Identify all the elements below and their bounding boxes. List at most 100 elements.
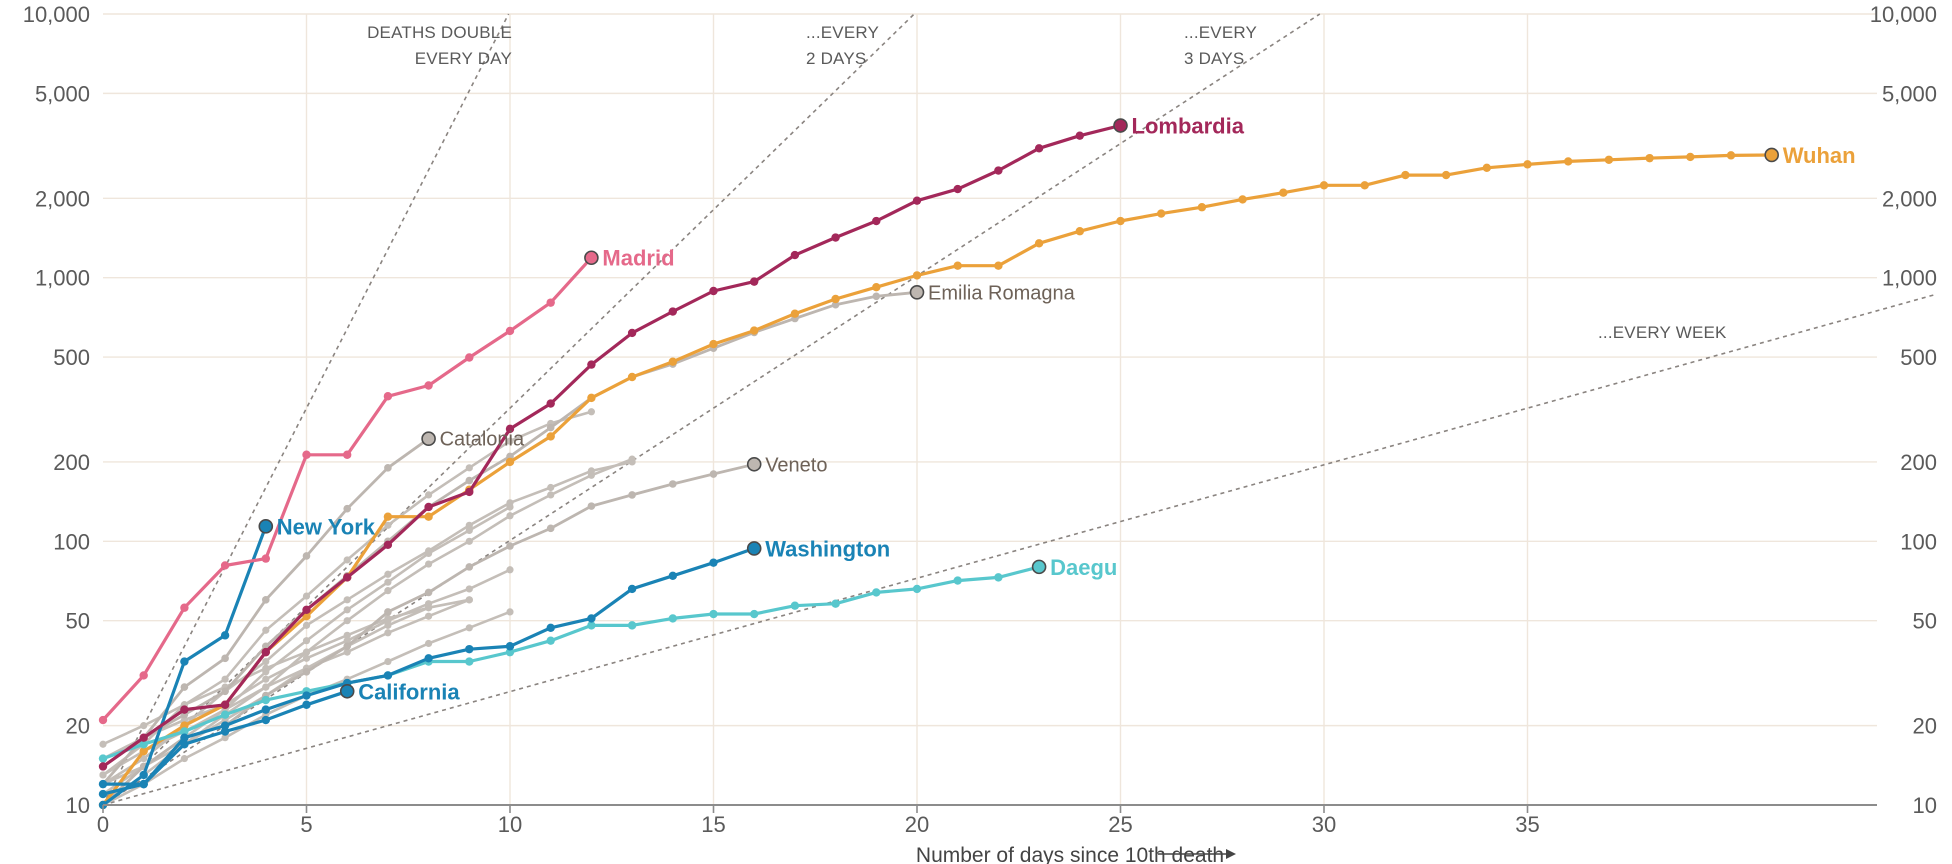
grey-series-emilia-romagna-point <box>831 300 840 309</box>
series-wuhan-point <box>1075 227 1085 236</box>
series-washington-point <box>424 654 433 663</box>
doubling-reference-line <box>102 13 915 806</box>
series-wuhan-point <box>1564 157 1573 166</box>
reference-line-label: 2 DAYS <box>806 49 866 68</box>
x-tick-label: 20 <box>905 812 929 837</box>
series-madrid-point <box>98 715 108 725</box>
grey-series-point <box>384 570 392 578</box>
series-lombardia-point <box>831 233 840 242</box>
grey-series-point <box>384 657 392 666</box>
series-wuhan-point <box>1157 209 1166 218</box>
grey-series-emilia-romagna-point <box>872 292 881 301</box>
series-wuhan-point <box>505 457 515 467</box>
x-axis-label: Number of days since 10th death <box>916 844 1224 864</box>
series-california-point <box>180 740 189 749</box>
series-daegu-point <box>587 621 596 630</box>
grey-series-point <box>343 631 351 639</box>
series-lombardia-point <box>98 762 108 771</box>
series-new-york-point <box>139 770 148 780</box>
grey-series-point <box>343 617 351 625</box>
y-tick-label-left: 200 <box>53 450 90 475</box>
grey-series-point <box>302 637 311 645</box>
highlighted-series-group <box>98 118 1779 810</box>
series-washington-point <box>383 671 393 680</box>
grey-series-veneto-point <box>628 491 636 499</box>
grey-series-point <box>140 754 148 763</box>
grey-series-point <box>221 675 229 683</box>
grey-series-point <box>425 491 433 499</box>
series-wuhan-point <box>1238 195 1247 204</box>
series-daegu-point <box>872 588 881 597</box>
grey-series-veneto-point <box>465 563 474 571</box>
series-wuhan-point <box>383 512 393 521</box>
series-lombardia-point <box>424 502 433 512</box>
series-daegu-point <box>505 647 515 657</box>
series-daegu-point <box>750 609 759 619</box>
series-label-emilia-romagna: Emilia Romagna <box>928 282 1076 304</box>
series-wuhan-point <box>1645 153 1654 163</box>
series-wuhan-point <box>1441 170 1451 180</box>
x-tick-label: 0 <box>97 812 109 837</box>
series-wuhan-point <box>953 261 962 270</box>
series-label-california: California <box>358 679 460 704</box>
x-axis-arrow <box>1158 849 1236 859</box>
series-lombardia-point <box>668 307 677 316</box>
series-daegu-point <box>220 710 230 719</box>
series-washington-point <box>505 642 515 651</box>
series-daegu-point <box>627 621 637 630</box>
grey-series-point <box>140 722 148 730</box>
y-tick-label-right: 5,000 <box>1882 81 1937 106</box>
grey-series-point <box>384 629 392 637</box>
grey-series-point <box>384 578 392 586</box>
series-lombardia-point <box>546 399 555 408</box>
grey-series-point <box>506 566 514 574</box>
grey-series-point <box>302 648 311 656</box>
reference-line-label: EVERY DAY <box>415 49 512 68</box>
x-tick-label: 10 <box>498 812 522 837</box>
grey-series-point <box>99 740 107 748</box>
series-label-washington: Washington <box>765 536 890 561</box>
grey-series-line <box>101 460 634 786</box>
grey-series-point <box>302 621 311 629</box>
series-washington-point <box>302 691 311 700</box>
series-daegu-line <box>101 565 1041 761</box>
grey-series-point <box>384 621 392 629</box>
series-washington-point <box>709 558 718 567</box>
grey-series-point <box>343 556 351 564</box>
y-tick-label-right: 20 <box>1913 714 1937 739</box>
series-wuhan-point <box>1279 188 1288 197</box>
series-wuhan-point <box>994 261 1003 270</box>
grey-series-veneto-point <box>546 524 555 533</box>
series-wuhan-point <box>790 309 800 318</box>
series-california-point <box>220 727 230 736</box>
grey-series-point <box>425 604 433 612</box>
series-washington-point <box>627 584 637 594</box>
series-lombardia-point <box>627 328 637 338</box>
grey-series-point <box>628 458 636 466</box>
y-tick-label-left: 1,000 <box>35 266 90 291</box>
series-washington-point <box>668 571 677 581</box>
series-daegu-point <box>261 695 270 705</box>
series-california-point <box>139 779 148 789</box>
series-daegu-point <box>98 754 108 763</box>
series-madrid-point <box>465 353 474 362</box>
series-wuhan-point <box>912 271 922 280</box>
series-label-wuhan: Wuhan <box>1783 143 1856 168</box>
grey-series-catalonia-point <box>302 552 311 560</box>
series-wuhan-point <box>872 283 881 292</box>
series-label-new-york: New York <box>277 514 376 539</box>
series-lombardia-point <box>302 605 311 614</box>
series-wuhan-point <box>1604 155 1614 164</box>
y-tick-label-right: 100 <box>1900 529 1937 554</box>
grey-series-point <box>343 606 351 614</box>
series-lombardia-point <box>872 216 881 226</box>
series-label-madrid: Madrid <box>602 246 674 271</box>
y-tick-label-left: 10 <box>66 793 90 818</box>
grey-series-line <box>101 598 471 777</box>
series-wuhan-point <box>709 339 718 349</box>
series-daegu-point <box>139 740 148 749</box>
series-california-point <box>302 700 311 709</box>
series-wuhan-point <box>1197 203 1207 212</box>
